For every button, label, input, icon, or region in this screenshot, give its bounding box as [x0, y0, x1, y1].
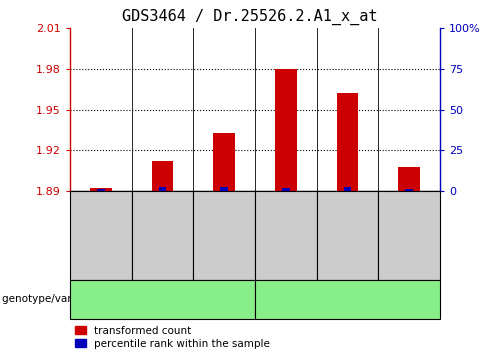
Bar	[214, 133, 235, 191]
Bar	[275, 69, 296, 191]
Text: genotype/variation ▶: genotype/variation ▶	[2, 294, 113, 304]
Bar	[406, 189, 413, 191]
Bar	[282, 188, 290, 191]
Text: GDS3464 / Dr.25526.2.A1_x_at: GDS3464 / Dr.25526.2.A1_x_at	[122, 9, 378, 25]
Text: GSM322067: GSM322067	[220, 208, 228, 263]
Bar	[344, 187, 351, 191]
Text: wild type: wild type	[137, 294, 188, 304]
Text: spt5 mutant: spt5 mutant	[314, 294, 382, 304]
Bar	[159, 187, 166, 191]
Bar	[398, 167, 420, 191]
Text: GSM322068: GSM322068	[282, 208, 290, 263]
Text: GSM322070: GSM322070	[404, 208, 413, 263]
Bar	[152, 161, 174, 191]
Bar	[220, 187, 228, 191]
Text: GSM322065: GSM322065	[96, 208, 106, 263]
Text: GSM322069: GSM322069	[343, 208, 352, 263]
Bar	[336, 93, 358, 191]
Legend: transformed count, percentile rank within the sample: transformed count, percentile rank withi…	[75, 326, 270, 349]
Text: GSM322066: GSM322066	[158, 208, 167, 263]
Bar	[90, 188, 112, 191]
Bar	[97, 189, 104, 191]
